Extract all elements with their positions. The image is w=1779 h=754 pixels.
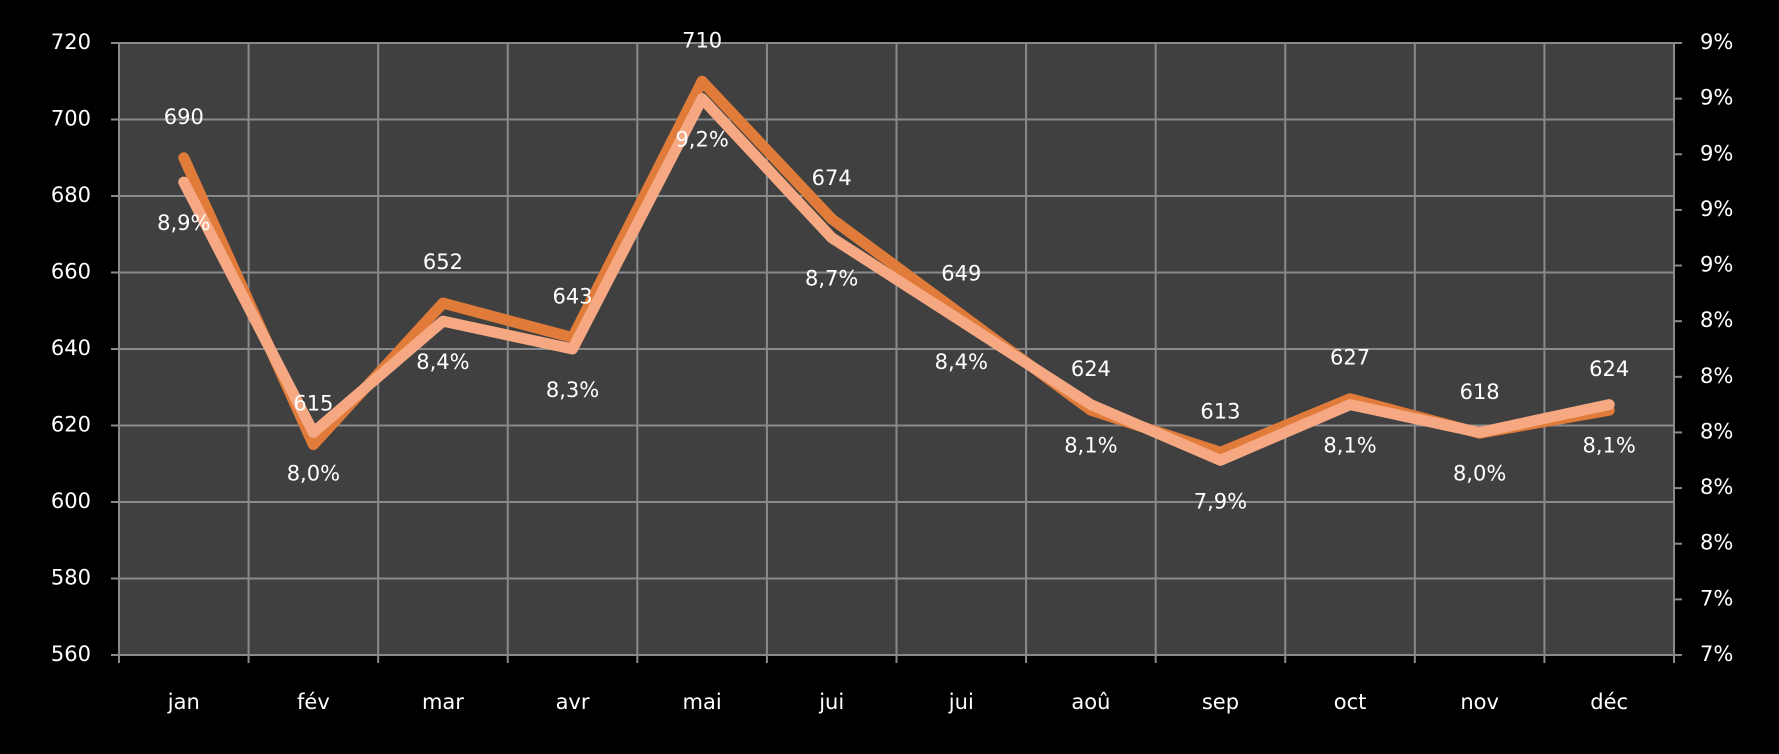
data-label: 8,1% bbox=[1583, 434, 1636, 458]
data-label: 690 bbox=[164, 105, 204, 129]
y2-tick-label: 9% bbox=[1700, 30, 1733, 54]
data-label: 8,0% bbox=[1453, 461, 1506, 485]
data-label: 615 bbox=[293, 392, 333, 416]
x-tick-label: mar bbox=[422, 690, 464, 714]
x-tick-label: jui bbox=[948, 690, 974, 714]
data-label: 8,0% bbox=[287, 461, 340, 485]
x-tick-label: nov bbox=[1460, 690, 1499, 714]
data-label: 652 bbox=[423, 250, 463, 274]
data-label: 8,3% bbox=[546, 378, 599, 402]
x-tick-label: jan bbox=[167, 690, 200, 714]
y2-tick-label: 9% bbox=[1700, 197, 1733, 221]
x-tick-label: jui bbox=[818, 690, 844, 714]
x-tick-label: sep bbox=[1202, 690, 1239, 714]
data-label: 624 bbox=[1589, 357, 1629, 381]
data-label: 627 bbox=[1330, 346, 1370, 370]
y2-tick-label: 8% bbox=[1700, 364, 1733, 388]
data-label: 9,2% bbox=[675, 128, 728, 152]
data-label: 8,7% bbox=[805, 267, 858, 291]
y-tick-label: 600 bbox=[51, 489, 91, 513]
series-line bbox=[178, 93, 1615, 466]
x-tick-label: avr bbox=[556, 690, 590, 714]
x-tick-label: oct bbox=[1334, 690, 1367, 714]
data-label: 8,1% bbox=[1323, 434, 1376, 458]
data-label: 7,9% bbox=[1194, 489, 1247, 513]
y2-tick-label: 8% bbox=[1700, 419, 1733, 443]
data-label: 618 bbox=[1460, 380, 1500, 404]
x-tick-label: mai bbox=[683, 690, 722, 714]
y2-tick-label: 8% bbox=[1700, 531, 1733, 555]
y-tick-label: 580 bbox=[51, 566, 91, 590]
data-label: 674 bbox=[812, 166, 852, 190]
x-tick-label: déc bbox=[1590, 690, 1628, 714]
y-tick-label: 560 bbox=[51, 642, 91, 666]
data-label: 613 bbox=[1200, 399, 1240, 423]
y2-tick-label: 8% bbox=[1700, 308, 1733, 332]
y-tick-label: 640 bbox=[51, 336, 91, 360]
y2-tick-label: 9% bbox=[1700, 141, 1733, 165]
data-label: 8,4% bbox=[416, 350, 469, 374]
y-tick-label: 620 bbox=[51, 413, 91, 437]
y2-tick-label: 9% bbox=[1700, 253, 1733, 277]
y2-tick-label: 8% bbox=[1700, 475, 1733, 499]
data-label: 624 bbox=[1071, 357, 1111, 381]
data-label: 710 bbox=[682, 28, 722, 52]
y-tick-label: 660 bbox=[51, 260, 91, 284]
y2-tick-label: 7% bbox=[1700, 642, 1733, 666]
data-label: 643 bbox=[552, 285, 592, 309]
data-label: 8,9% bbox=[157, 211, 210, 235]
x-tick-label: aoû bbox=[1071, 690, 1110, 714]
data-label: 8,1% bbox=[1064, 434, 1117, 458]
x-tick-label: fév bbox=[297, 690, 330, 714]
data-label: 649 bbox=[941, 262, 981, 286]
y-tick-label: 720 bbox=[51, 30, 91, 54]
data-label: 8,4% bbox=[935, 350, 988, 374]
y-tick-label: 700 bbox=[51, 107, 91, 131]
y-tick-label: 680 bbox=[51, 183, 91, 207]
y2-tick-label: 9% bbox=[1700, 86, 1733, 110]
y2-tick-label: 7% bbox=[1700, 586, 1733, 610]
